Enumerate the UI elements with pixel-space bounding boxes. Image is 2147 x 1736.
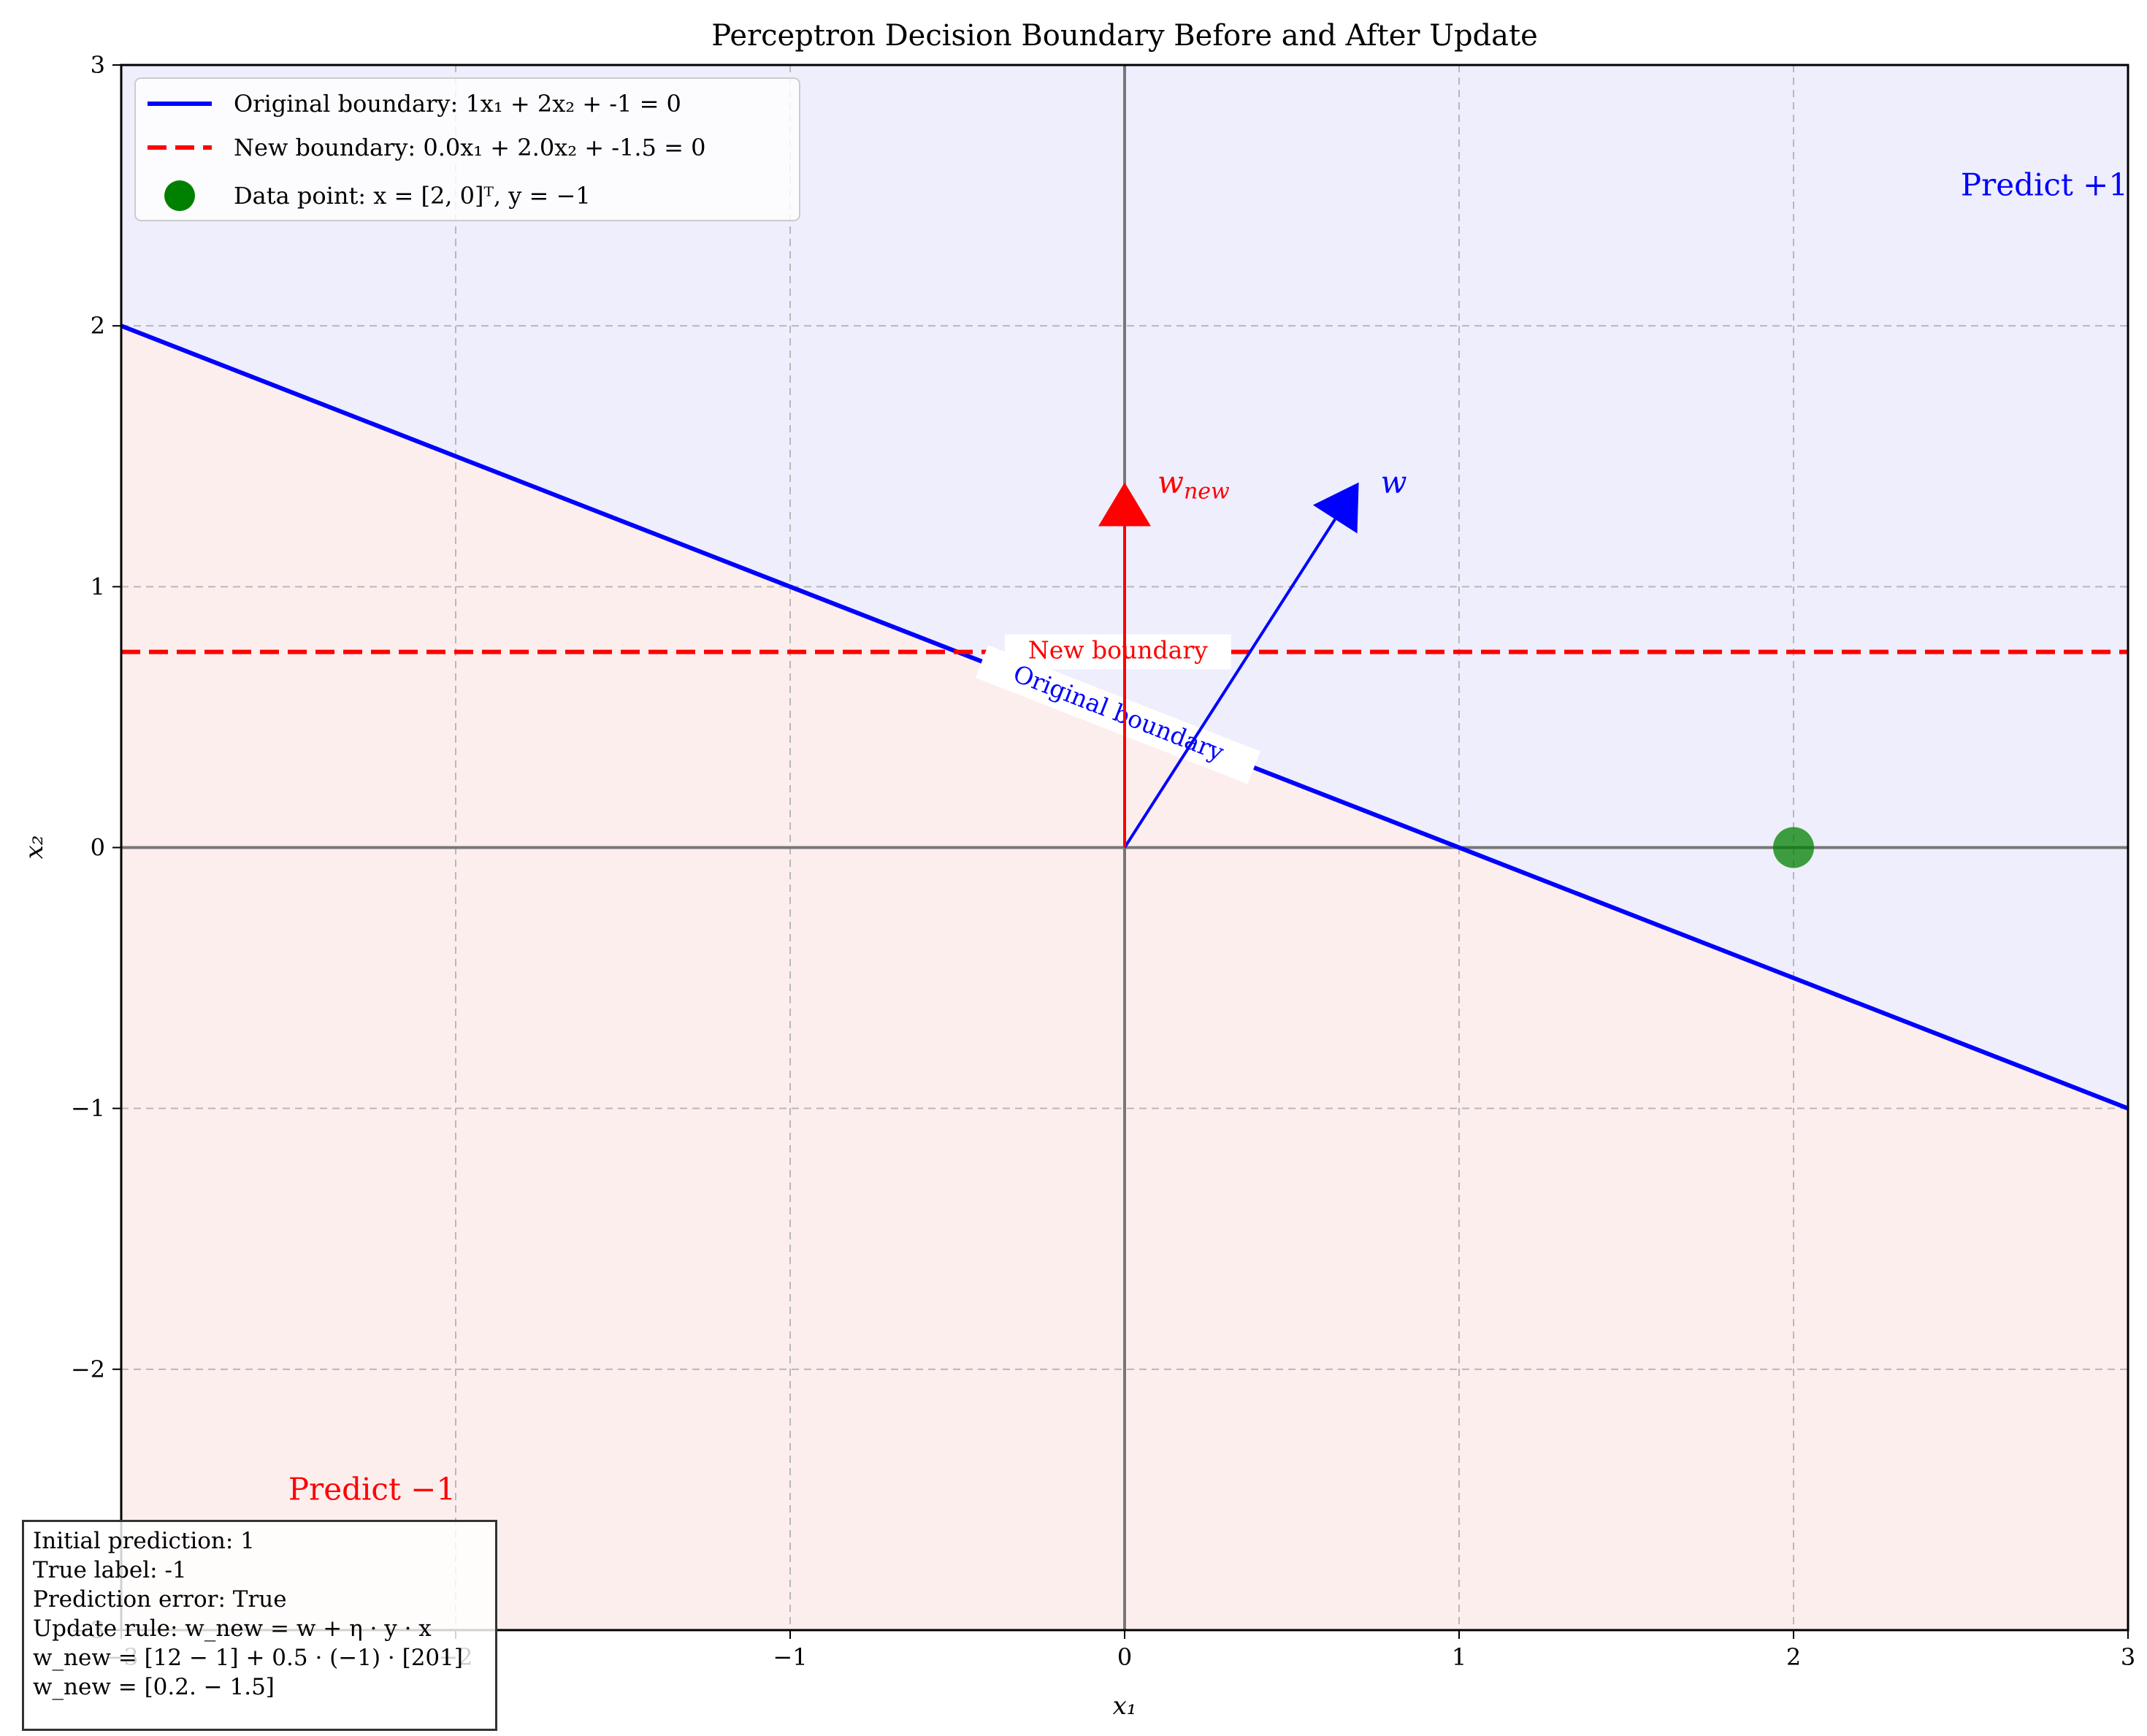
- legend: Original boundary: 1x₁ + 2x₂ + -1 = 0 Ne…: [134, 77, 800, 221]
- legend-label-new: New boundary: 0.0x₁ + 2.0x₂ + -1.5 = 0: [234, 134, 705, 161]
- y-tick-label-6: 3: [91, 51, 105, 79]
- x-tick-label-4: 1: [1452, 1643, 1466, 1671]
- y-tick-label-1: −2: [71, 1355, 105, 1383]
- info-box: Initial prediction: 1 True label: -1 Pre…: [22, 1520, 497, 1731]
- x-tick-label-2: −1: [773, 1643, 807, 1671]
- new-boundary-label-bg: [1004, 634, 1231, 670]
- predict-positive-label: Predict +1: [1961, 167, 2128, 203]
- w-new-subscript: new: [1184, 478, 1230, 504]
- info-line-true-label: True label: -1: [33, 1557, 187, 1583]
- y-tick-label-5: 2: [91, 312, 105, 340]
- w-vector-label: w: [1381, 464, 1407, 500]
- w-vector-shaft: [1123, 518, 1336, 849]
- legend-box: [134, 77, 800, 221]
- x-axis-label: x₁: [1113, 1691, 1137, 1721]
- new-boundary-label: New boundary: [1028, 636, 1208, 665]
- y-tick-label-4: 1: [91, 573, 105, 600]
- legend-swatch-point: [164, 180, 195, 211]
- y-tick-label-3: 0: [91, 834, 105, 862]
- x-tick-label-6: 3: [2121, 1643, 2135, 1671]
- info-line-update-result: w_new = [0.2. − 1.5]: [33, 1674, 275, 1700]
- predict-negative-label: Predict −1: [288, 1471, 456, 1507]
- info-line-update-rule: Update rule: w_new = w + η · y · x: [33, 1615, 432, 1642]
- y-axis-label: x₂: [20, 836, 49, 860]
- x-tick-label-3: 0: [1117, 1643, 1132, 1671]
- chart-title: Perceptron Decision Boundary Before and …: [711, 19, 1538, 53]
- w-new-vector-head: [1098, 482, 1151, 527]
- y-tick-label-2: −1: [71, 1095, 105, 1123]
- info-line-update-computation: w_new = [12 − 1] + 0.5 · (−1) · [201]: [33, 1645, 463, 1671]
- w-vector-head: [1312, 482, 1359, 534]
- x-tick-label-5: 2: [1786, 1643, 1801, 1671]
- legend-label-point: Data point: x = [2, 0]ᵀ, y = −1: [234, 182, 591, 210]
- info-line-prediction-error: Prediction error: True: [33, 1586, 287, 1613]
- legend-label-original: Original boundary: 1x₁ + 2x₂ + -1 = 0: [234, 90, 681, 118]
- info-line-initial-prediction: Initial prediction: 1: [33, 1528, 255, 1554]
- data-point: [1773, 827, 1814, 868]
